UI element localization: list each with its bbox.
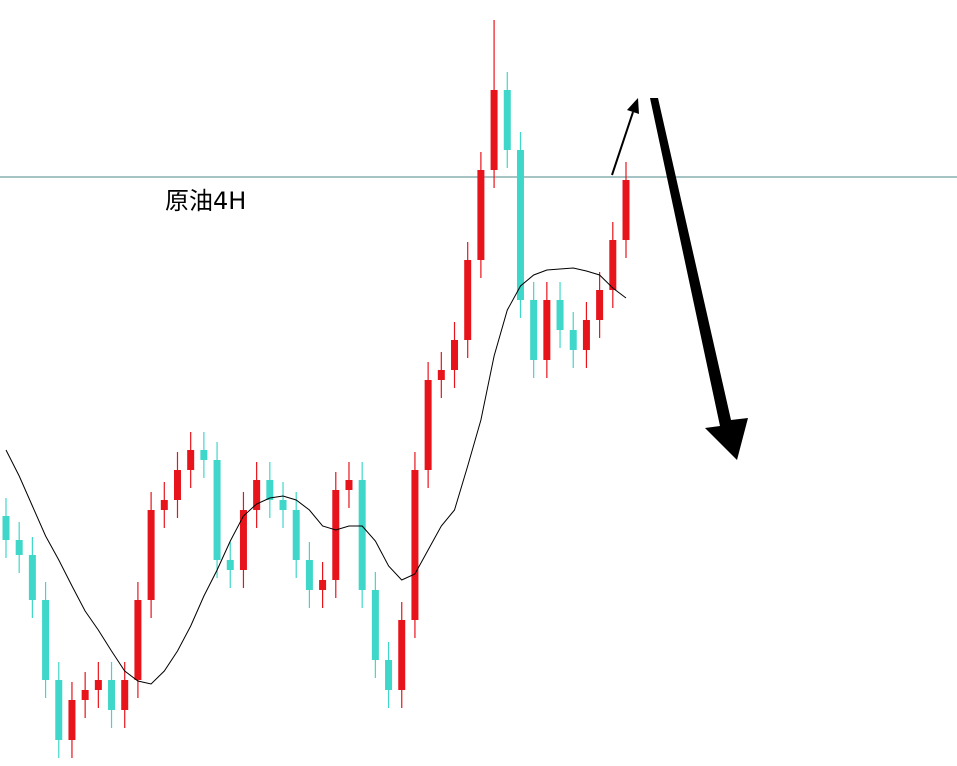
candle-body: [121, 680, 129, 710]
candle-body: [424, 380, 432, 470]
candle-body: [345, 480, 353, 490]
candle-body: [213, 460, 221, 560]
candle-body: [385, 660, 393, 690]
candle-body: [68, 700, 76, 740]
candle-body: [556, 300, 564, 330]
candle-body: [411, 470, 419, 620]
candle-body: [358, 480, 366, 590]
candle-body: [477, 170, 485, 260]
candle-body: [464, 260, 472, 340]
candle-body: [173, 470, 181, 500]
candle-body: [147, 510, 155, 600]
candle-body: [28, 555, 36, 600]
up-arrow: [611, 98, 639, 176]
plot-area: [0, 20, 957, 758]
candle-body: [609, 240, 617, 290]
candle-body: [582, 320, 590, 350]
candle-body: [490, 90, 498, 170]
candle-body: [108, 680, 116, 710]
candle-body: [516, 150, 524, 300]
moving-average-line: [5, 267, 627, 685]
candle-body: [200, 450, 208, 460]
candle-body: [266, 480, 274, 500]
candle-body: [15, 540, 23, 555]
candle-body: [530, 300, 538, 360]
candle-body: [279, 500, 287, 510]
candle-body: [569, 330, 577, 350]
candle-body: [371, 590, 379, 660]
candle-body: [134, 600, 142, 680]
candle-body: [253, 480, 261, 510]
candle-body: [622, 180, 630, 240]
candle-body: [451, 340, 459, 370]
down-arrow: [650, 98, 748, 460]
candle-body: [187, 450, 195, 470]
arrow-body: [650, 98, 748, 460]
candle-body: [332, 490, 340, 580]
candle-body: [81, 690, 89, 700]
candle-body: [94, 680, 102, 690]
arrow-head: [627, 98, 639, 114]
candle-body: [292, 510, 300, 560]
candle-body: [305, 560, 313, 590]
candle-body: [398, 620, 406, 690]
candle-body: [543, 300, 551, 360]
candle-body: [503, 90, 511, 150]
candle-body: [42, 600, 50, 680]
candle-body: [596, 290, 604, 320]
candle-body: [437, 370, 445, 380]
candle-body: [239, 510, 247, 570]
candle-body: [2, 516, 10, 540]
arrow-shaft: [611, 111, 634, 176]
chart-title: 原油4H: [165, 187, 246, 215]
candle-body: [319, 580, 327, 590]
candle-body: [55, 680, 63, 740]
candle-body: [226, 560, 234, 570]
candle-body: [160, 500, 168, 510]
